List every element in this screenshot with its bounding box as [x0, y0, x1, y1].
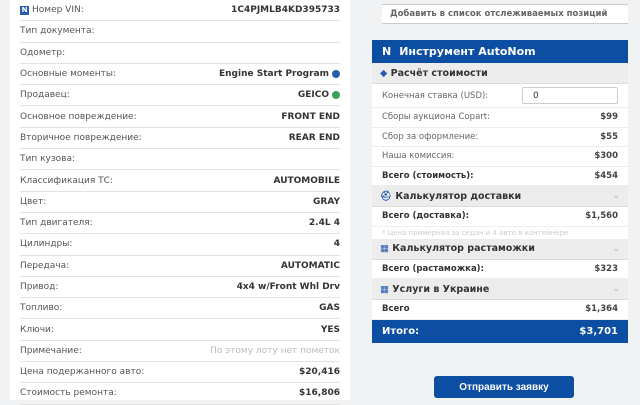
detail-label: Тип кузова: [20, 154, 75, 165]
lot-detail-row: Примечание: По этому лоту нет пометок [20, 341, 340, 363]
help-icon[interactable] [332, 69, 340, 78]
tag-icon: ◆ [380, 67, 388, 79]
detail-label: Основные моменты: [20, 69, 117, 80]
detail-label: Вторичное повреждение: [20, 132, 142, 143]
detail-label: Привод: [20, 282, 59, 292]
lot-detail-row: Топливо: GAS [20, 298, 340, 320]
lot-detail-row: Вторичное повреждение: REAR END [20, 128, 340, 150]
detail-value: 4x4 w/Front Whl Drv [236, 282, 340, 292]
detail-value: $20,416 [299, 367, 340, 378]
final-bid-input[interactable]: 0 [522, 87, 618, 104]
calculator-title: Инструмент AutoNom [399, 45, 536, 58]
detail-value: GEICO [298, 90, 340, 100]
lot-detail-row: Цилиндры: 4 [20, 234, 340, 256]
lot-detail-row: Одометр: [20, 43, 340, 64]
lot-detail-row: Классификация ТС: AUTOMOBILE [20, 170, 341, 192]
lot-detail-row: Стоимость ремонта: $16,806 [20, 383, 340, 405]
lot-detail-row: Тип документа: [20, 21, 340, 43]
submit-request-button[interactable]: Отправить заявку [434, 376, 574, 398]
detail-label: Номер VIN: [32, 5, 84, 16]
detail-label: Классификация ТС: [20, 175, 113, 186]
calculator-icon: ▦ [380, 243, 389, 254]
calculator-icon: ▦ [380, 283, 389, 295]
detail-label: Стоимость ремонта: [20, 388, 117, 399]
detail-value: По этому лоту нет пометок [210, 345, 340, 356]
cost-total-row: Всего (стоимость): $454 [372, 167, 628, 186]
detail-value: REAR END [288, 132, 340, 143]
lot-detail-row: Основные моменты: Engine Start Program [20, 64, 340, 86]
lot-detail-row: Ключи: YES [20, 319, 340, 341]
detail-value: YES [320, 324, 340, 335]
detail-label: Цвет: [20, 196, 47, 207]
detail-value: $16,806 [299, 388, 340, 399]
calculator-header: N Инструмент AutoNom [372, 40, 628, 63]
add-to-watchlist-button[interactable]: Добавить в список отслеживаемых позиций [382, 4, 628, 24]
ukraine-section-header[interactable]: ▦ Услуги в Украине ⌄ [372, 279, 628, 300]
section-title: Расчёт стоимости [390, 67, 488, 79]
detail-value: 4 [333, 239, 340, 250]
lot-detail-row: Тип кузова: [20, 149, 340, 171]
customs-section-header[interactable]: ▦ Калькулятор растаможки ⌄ [372, 238, 628, 260]
detail-value: GRAY [313, 196, 340, 207]
lot-detail-row: Цена подержанного авто: $20,416 [20, 362, 340, 384]
detail-label: Топливо: [20, 303, 63, 314]
verified-icon [332, 90, 340, 99]
customs-total-row: Всего (растаможка): $323 [372, 260, 628, 279]
detail-label: Основное повреждение: [20, 111, 137, 122]
detail-value: FRONT END [281, 111, 340, 122]
detail-label: Ключи: [20, 324, 54, 335]
detail-value: AUTOMOBILE [273, 175, 341, 186]
detail-value: 1C4PJMLB4KD395733 [231, 5, 340, 16]
lot-detail-row: N Номер VIN: 1C4PJMLB4KD395733 [20, 0, 340, 22]
detail-label: Одометр: [20, 47, 66, 58]
shipping-total-row: Всего (доставка): $1,560 [372, 207, 628, 227]
detail-value: 2.4L 4 [308, 218, 340, 229]
chevron-down-icon: ⌄ [612, 191, 620, 201]
detail-label: Примечание: [20, 345, 82, 356]
autonom-calculator: N Инструмент AutoNom ◆ Расчёт стоимости К… [372, 40, 628, 343]
detail-label: Цена подержанного авто: [20, 367, 145, 378]
ship-icon: ⛑ [380, 190, 393, 202]
fee-row: Сборы аукциона Copart: $99 [372, 108, 628, 128]
chevron-down-icon: ⌄ [612, 243, 620, 254]
bid-label: Конечная ставка (USD): [382, 90, 489, 101]
chevron-down-icon: ⌄ [612, 284, 620, 294]
autonom-logo-icon: N [20, 6, 29, 16]
detail-label: Передача: [20, 260, 70, 271]
lot-detail-row: Передача: AUTOMATIC [20, 256, 340, 277]
autonom-tool-column: Добавить в список отслеживаемых позиций … [372, 0, 628, 400]
fee-row: Сбор за оформление: $55 [372, 128, 628, 147]
shipping-note: * Цена примерная за седан и 4 авто в кон… [382, 228, 569, 237]
lot-details-panel: N Номер VIN: 1C4PJMLB4KD395733 Тип документ… [10, 0, 350, 405]
detail-label: Тип двигателя: [20, 218, 93, 229]
detail-value: Engine Start Program [219, 69, 340, 79]
detail-value: AUTOMATIC [280, 260, 340, 271]
lot-detail-row: Продавец: GEICO [20, 85, 340, 107]
lot-detail-row: Основное повреждение: FRONT END [20, 106, 340, 128]
shipping-section-header[interactable]: ⛑ Калькулятор доставки ⌄ [372, 186, 628, 207]
grand-total-row: Итого: $3,701 [372, 319, 628, 343]
cost-section-header: ◆ Расчёт стоимости [372, 63, 628, 84]
ukraine-total-row: Всего $1,364 [372, 300, 628, 320]
detail-label: Цилиндры: [20, 239, 73, 250]
detail-label: Тип документа: [20, 26, 95, 37]
lot-detail-row: Привод: 4x4 w/Front Whl Drv [20, 277, 340, 299]
lot-detail-row: Цвет: GRAY [20, 192, 340, 213]
autonom-logo: N [382, 45, 392, 58]
detail-value: GAS [319, 303, 340, 314]
lot-detail-row: Тип двигателя: 2.4L 4 [20, 213, 340, 235]
fee-row: Наша комиссия: $300 [372, 147, 628, 167]
detail-label: Продавец: [20, 90, 70, 101]
